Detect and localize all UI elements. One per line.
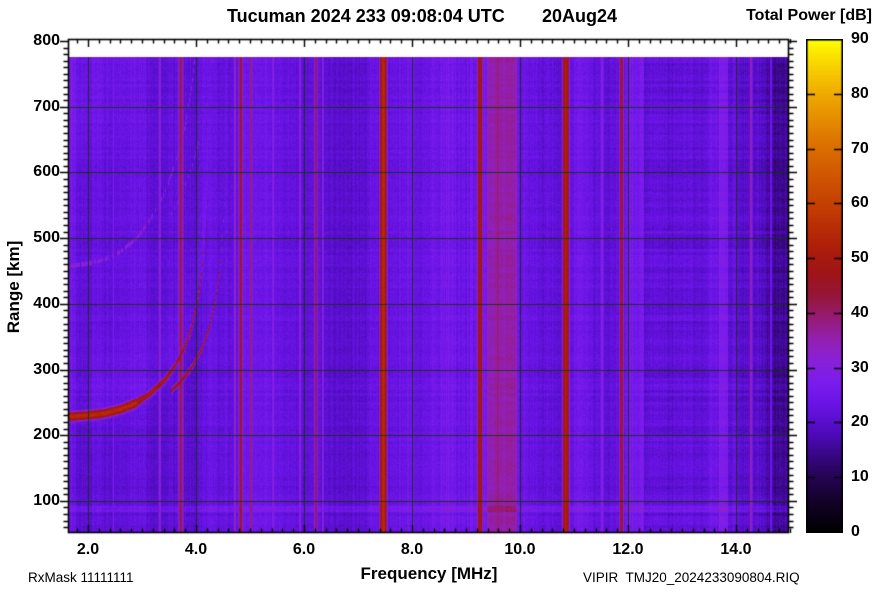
colorbar-title: Total Power [dB]	[746, 7, 872, 24]
colorbar-tick-label: 80	[851, 84, 869, 102]
x-tick-label: 8.0	[400, 541, 424, 558]
x-tick-label: 4.0	[184, 541, 208, 558]
x-tick-label: 6.0	[292, 541, 316, 558]
x-tick-label: 2.0	[76, 541, 100, 558]
y-tick-label: 500	[33, 229, 60, 247]
y-tick-label: 800	[33, 32, 60, 49]
x-tick-label: 10.0	[504, 541, 536, 558]
colorbar-tick-label: 20	[851, 413, 869, 431]
colorbar-gradient-canvas	[806, 39, 843, 533]
colorbar-tick-label: 40	[851, 303, 869, 321]
plot-date: 20Aug24	[542, 6, 618, 26]
colorbar-tick-label: 50	[851, 249, 869, 267]
plot-title: Tucuman 2024 233 09:08:04 UTC	[227, 6, 505, 26]
colorbar-tick-label: 70	[851, 139, 869, 157]
x-axis-title: Frequency [MHz]	[360, 564, 498, 583]
y-tick-label: 700	[33, 97, 60, 115]
colorbar-tick-label: 60	[851, 194, 869, 212]
x-tick-label: 12.0	[612, 541, 644, 558]
y-tick-label: 400	[33, 294, 60, 312]
colorbar-tick-label: 10	[851, 468, 869, 486]
y-axis-title: Range [km]	[4, 240, 23, 334]
x-tick-label: 14.0	[720, 541, 752, 558]
colorbar-tick-label: 0	[851, 523, 860, 540]
colorbar-tick-label: 90	[851, 30, 869, 47]
y-tick-label: 200	[33, 426, 60, 444]
y-tick-label: 300	[33, 360, 60, 378]
rxmask-label: RxMask 11111111	[28, 570, 134, 585]
ionogram-heatmap-canvas	[58, 29, 799, 543]
y-tick-label: 600	[33, 163, 60, 181]
colorbar-tick-label: 30	[851, 358, 869, 376]
filename-label: VIPIR TMJ20_2024233090804.RIQ	[583, 570, 800, 585]
y-tick-label: 100	[33, 491, 60, 509]
